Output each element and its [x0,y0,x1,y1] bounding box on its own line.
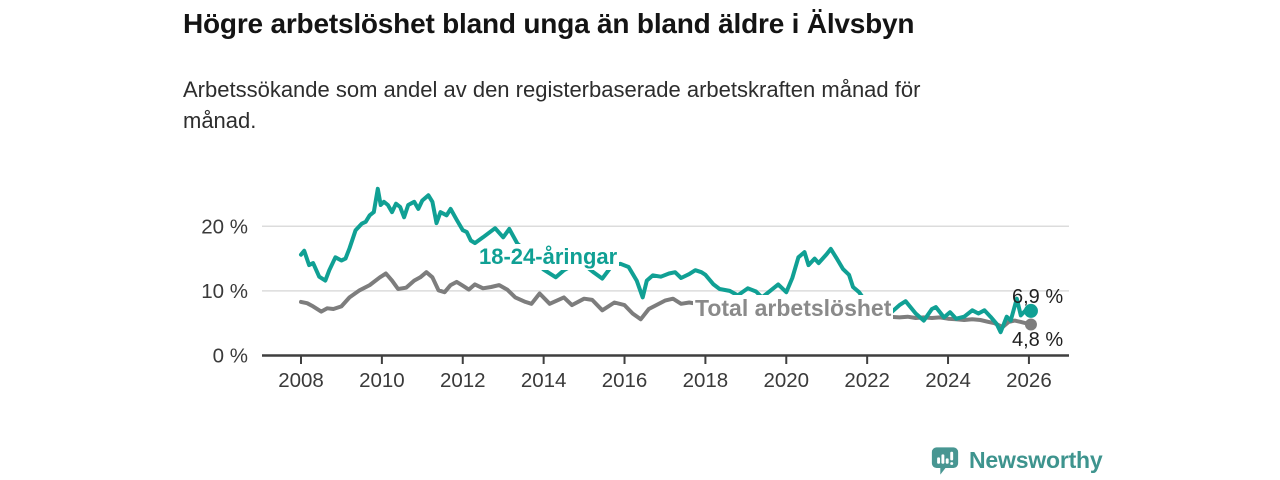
y-tick-label: 10 % [201,280,248,303]
x-tick-label: 2024 [925,369,971,392]
series-label-total: Total arbetslöshet [693,295,894,322]
end-value-label-youth: 6,9 % [1012,286,1064,308]
x-tick-label: 2016 [602,369,648,392]
page-title: Högre arbetslöshet bland unga än bland ä… [183,8,915,39]
x-tick-label: 2010 [359,369,405,392]
x-tick-label: 2014 [521,369,567,392]
x-tick-label: 2022 [844,369,890,392]
y-tick-label: 20 % [201,215,248,238]
chart-subtitle: Arbetssökande som andel av den registerb… [183,74,1083,136]
x-tick-label: 2026 [1006,369,1052,392]
y-tick-label: 0 % [213,345,248,368]
newsworthy-brand: Newsworthy [930,444,1103,476]
x-tick-label: 2018 [683,369,729,392]
end-value-label-total: 4,8 % [1012,329,1064,351]
bar-chart-speech-bubble-icon [931,446,959,475]
brand-name: Newsworthy [969,446,1103,473]
youth-end-dot [1023,303,1038,318]
x-tick-label: 2020 [763,369,809,392]
chart-subtitle-line2: månad. [183,108,257,133]
series-label-youth: 18-24-åringar [477,244,620,270]
x-tick-label: 2012 [440,369,486,392]
youth-series-line [299,186,1033,335]
total-end-dot [1024,318,1037,331]
x-tick-label: 2008 [278,369,324,392]
chart-subtitle-line1: Arbetssökande som andel av den registerb… [183,77,921,102]
